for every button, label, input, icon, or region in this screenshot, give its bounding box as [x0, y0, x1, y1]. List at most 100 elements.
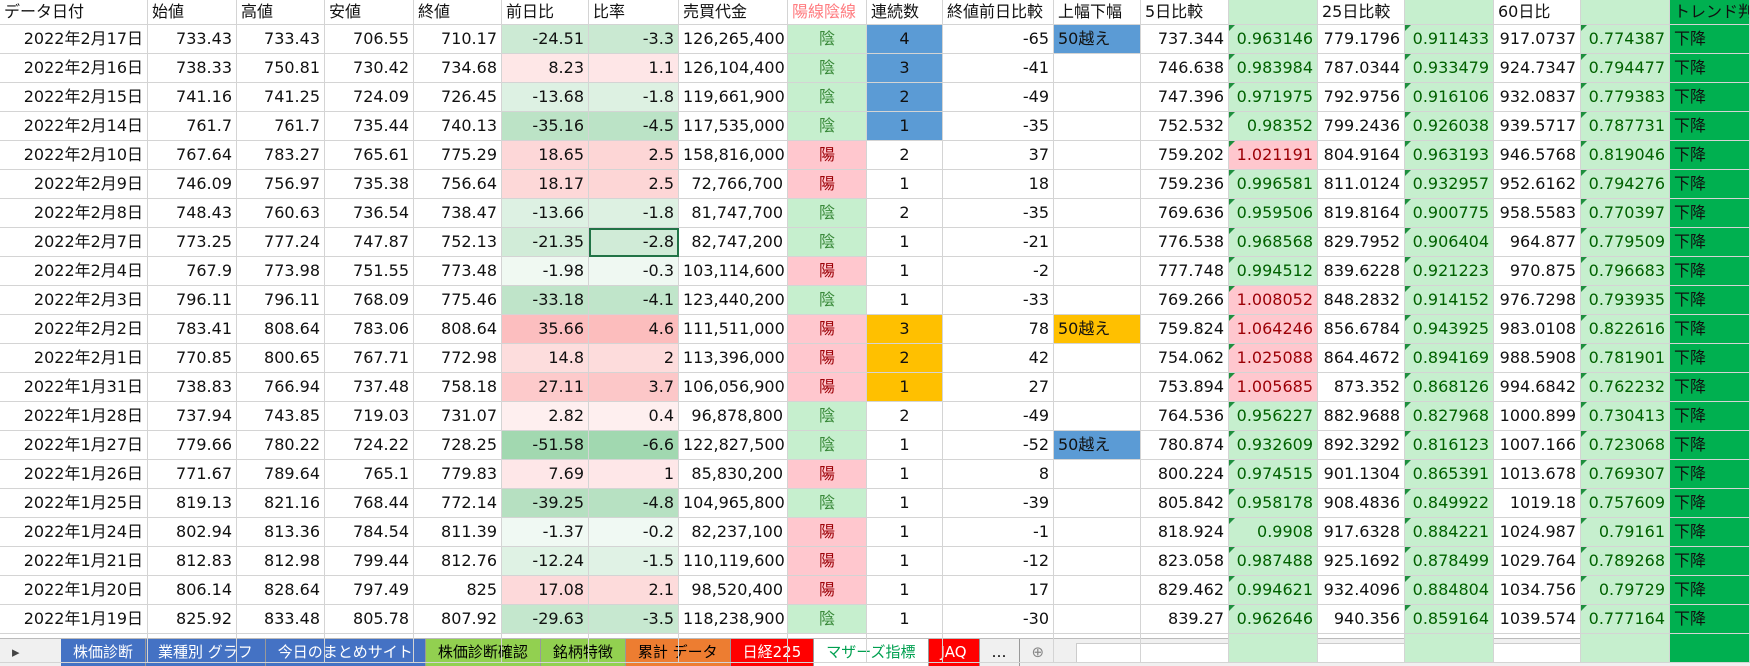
cell[interactable]: 924.7347 [1494, 54, 1581, 83]
cell[interactable]: 768.09 [325, 286, 414, 315]
cell[interactable]: 126,265,400 [679, 25, 788, 54]
cell[interactable]: -33 [943, 286, 1054, 315]
cell[interactable]: 780.874 [1141, 431, 1229, 460]
cell[interactable]: 901.1304 [1318, 460, 1405, 489]
cell[interactable]: 828.64 [237, 576, 325, 605]
column-header[interactable]: 60日比 [1494, 0, 1581, 25]
cell[interactable]: 2022年2月2日 [0, 315, 148, 344]
cell[interactable]: 1034.756 [1494, 576, 1581, 605]
sheet-tab[interactable]: 今日のまとめサイト [265, 639, 426, 666]
cell[interactable]: 946.5768 [1494, 141, 1581, 170]
cell[interactable]: 陽 [788, 315, 867, 344]
cell[interactable]: 917.0737 [1494, 25, 1581, 54]
cell[interactable]: 746.638 [1141, 54, 1229, 83]
cell[interactable]: 2022年1月28日 [0, 402, 148, 431]
cell[interactable]: 767.64 [148, 141, 237, 170]
cell[interactable]: 2022年1月31日 [0, 373, 148, 402]
cell[interactable]: 0.79161 [1581, 518, 1670, 547]
cell[interactable]: 741.16 [148, 83, 237, 112]
cell[interactable]: 17.08 [502, 576, 589, 605]
cell[interactable]: 777.748 [1141, 257, 1229, 286]
column-header[interactable]: 終値 [414, 0, 502, 25]
cell[interactable]: 2022年1月26日 [0, 460, 148, 489]
cell[interactable]: 2022年2月7日 [0, 228, 148, 257]
cell[interactable]: 0.911433 [1405, 25, 1494, 54]
cell[interactable]: 下降 [1670, 315, 1750, 344]
cell[interactable]: 819.13 [148, 489, 237, 518]
cell[interactable]: 1 [867, 431, 943, 460]
cell[interactable]: -2 [943, 257, 1054, 286]
cell[interactable]: 0.859164 [1405, 605, 1494, 634]
cell[interactable]: 1 [867, 112, 943, 141]
cell[interactable]: 925.1692 [1318, 547, 1405, 576]
cell[interactable]: 0.4 [589, 402, 679, 431]
cell[interactable]: 940.356 [1318, 605, 1405, 634]
cell[interactable]: 773.48 [414, 257, 502, 286]
cell[interactable]: 0.774387 [1581, 25, 1670, 54]
cell[interactable]: 下降 [1670, 402, 1750, 431]
cell[interactable]: 陰 [788, 286, 867, 315]
cell[interactable]: 下降 [1670, 141, 1750, 170]
cell[interactable]: 1.1 [589, 54, 679, 83]
cell[interactable]: 806.14 [148, 576, 237, 605]
cell[interactable]: 769.636 [1141, 199, 1229, 228]
column-header[interactable]: トレンド判断 [1670, 0, 1750, 25]
cell[interactable]: 0.884221 [1405, 518, 1494, 547]
cell[interactable]: 917.6328 [1318, 518, 1405, 547]
cell[interactable]: 775.46 [414, 286, 502, 315]
cell[interactable]: 2 [867, 83, 943, 112]
cell[interactable]: 958.5583 [1494, 199, 1581, 228]
cell[interactable]: 113,396,000 [679, 344, 788, 373]
cell[interactable]: 0.827968 [1405, 402, 1494, 431]
cell[interactable]: 陰 [788, 605, 867, 634]
column-header[interactable]: 上幅下幅 [1054, 0, 1141, 25]
cell[interactable]: 747.87 [325, 228, 414, 257]
cell[interactable]: 0.787731 [1581, 112, 1670, 141]
cell[interactable]: -1.37 [502, 518, 589, 547]
cell[interactable]: 2 [867, 141, 943, 170]
cell[interactable]: 821.16 [237, 489, 325, 518]
cell[interactable]: 50越え [1054, 315, 1141, 344]
cell[interactable]: 738.47 [414, 199, 502, 228]
cell[interactable] [1054, 518, 1141, 547]
cell[interactable]: 1 [867, 257, 943, 286]
cell[interactable]: 98,520,400 [679, 576, 788, 605]
cell[interactable] [1054, 199, 1141, 228]
cell[interactable]: 2022年2月17日 [0, 25, 148, 54]
cell[interactable]: 775.29 [414, 141, 502, 170]
column-header[interactable]: 前日比 [502, 0, 589, 25]
sheet-tab[interactable]: 銘柄特徴 [540, 639, 626, 666]
cell[interactable]: -39.25 [502, 489, 589, 518]
cell[interactable]: 768.44 [325, 489, 414, 518]
cell[interactable]: -1 [943, 518, 1054, 547]
cell[interactable]: 756.97 [237, 170, 325, 199]
cell[interactable]: 1000.899 [1494, 402, 1581, 431]
cell[interactable]: 2022年1月20日 [0, 576, 148, 605]
cell[interactable]: 808.64 [414, 315, 502, 344]
cell[interactable]: 1 [867, 605, 943, 634]
cell[interactable]: 726.45 [414, 83, 502, 112]
cell[interactable]: 1.025088 [1229, 344, 1318, 373]
cell[interactable]: 0.796683 [1581, 257, 1670, 286]
cell[interactable]: 2022年2月8日 [0, 199, 148, 228]
cell[interactable]: 796.11 [237, 286, 325, 315]
cell[interactable]: 陰 [788, 25, 867, 54]
cell[interactable]: 1.064246 [1229, 315, 1318, 344]
cell[interactable]: 767.9 [148, 257, 237, 286]
cell[interactable]: 825 [414, 576, 502, 605]
sheet-tab[interactable]: 株価診断確認 [425, 639, 541, 666]
cell[interactable] [1054, 489, 1141, 518]
cell[interactable]: 765.1 [325, 460, 414, 489]
cell[interactable]: -21.35 [502, 228, 589, 257]
cell[interactable]: -12 [943, 547, 1054, 576]
cell[interactable]: 2022年2月15日 [0, 83, 148, 112]
column-header[interactable]: 比率 [589, 0, 679, 25]
cell[interactable]: 158,816,000 [679, 141, 788, 170]
cell[interactable]: 737.48 [325, 373, 414, 402]
cell[interactable]: 952.6162 [1494, 170, 1581, 199]
cell[interactable]: 818.924 [1141, 518, 1229, 547]
cell[interactable]: 776.538 [1141, 228, 1229, 257]
cell[interactable]: 800.65 [237, 344, 325, 373]
cell[interactable]: 706.55 [325, 25, 414, 54]
cell[interactable]: 1007.166 [1494, 431, 1581, 460]
